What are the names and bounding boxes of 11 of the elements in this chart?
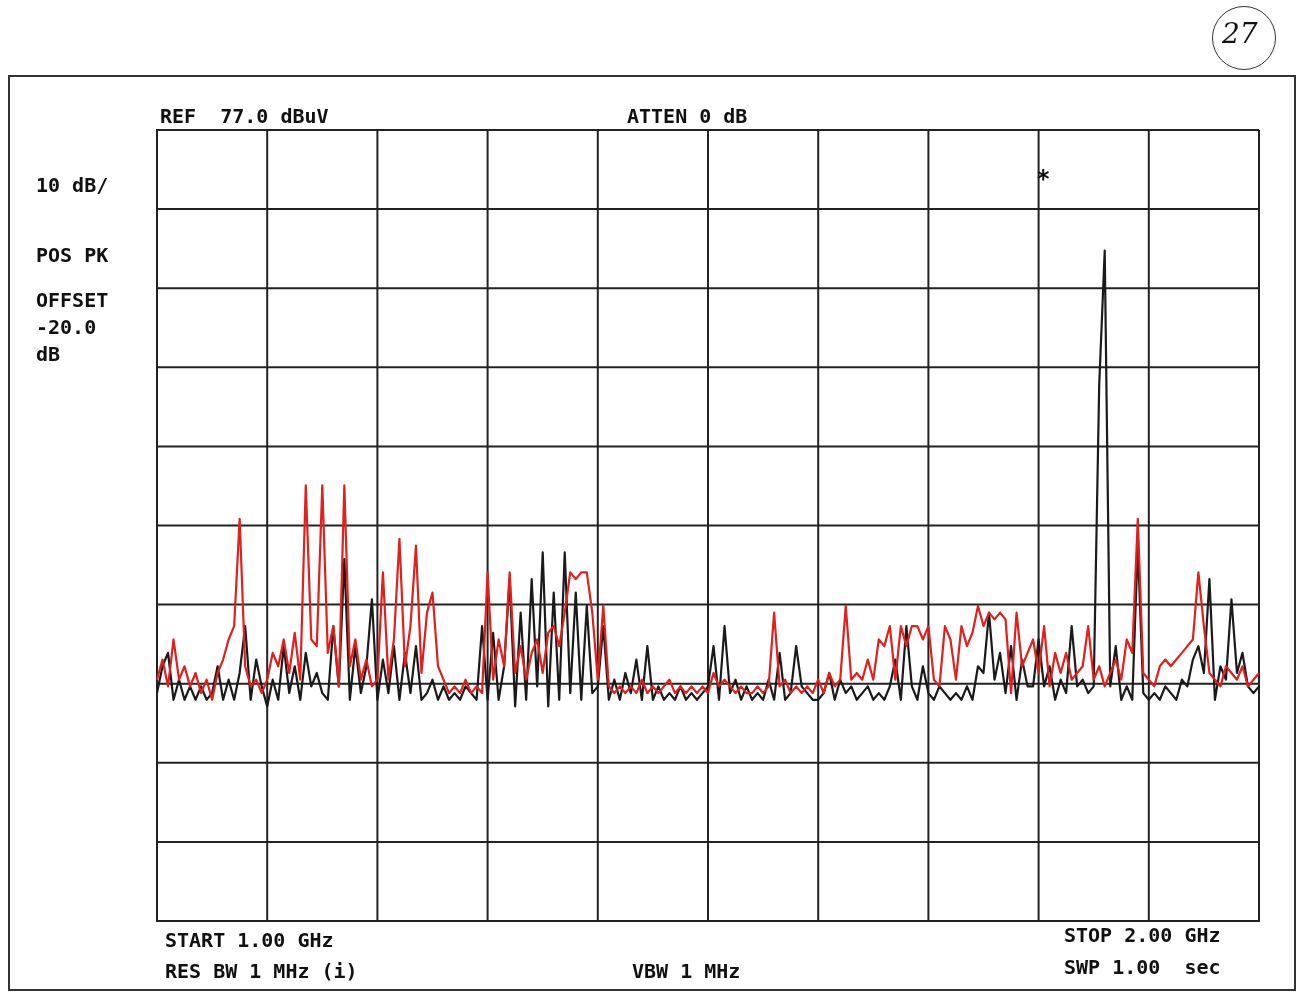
text: 27 bbox=[1222, 17, 1258, 50]
text: ATTEN 0 dB bbox=[627, 103, 748, 130]
text: VBW 1 MHz bbox=[632, 958, 741, 985]
text: SWP 1.00 sec bbox=[1064, 954, 1221, 981]
text: STOP 2.00 GHz bbox=[1064, 922, 1221, 949]
text: 10 dB/ bbox=[36, 172, 109, 199]
text: RES BW 1 MHz (i) bbox=[165, 958, 358, 985]
text: POS PK bbox=[36, 242, 109, 269]
text: START 1.00 GHz bbox=[165, 927, 334, 954]
text: OFFSET -20.0 dB bbox=[36, 287, 109, 368]
text: REF 77.0 dBuV bbox=[160, 103, 329, 130]
